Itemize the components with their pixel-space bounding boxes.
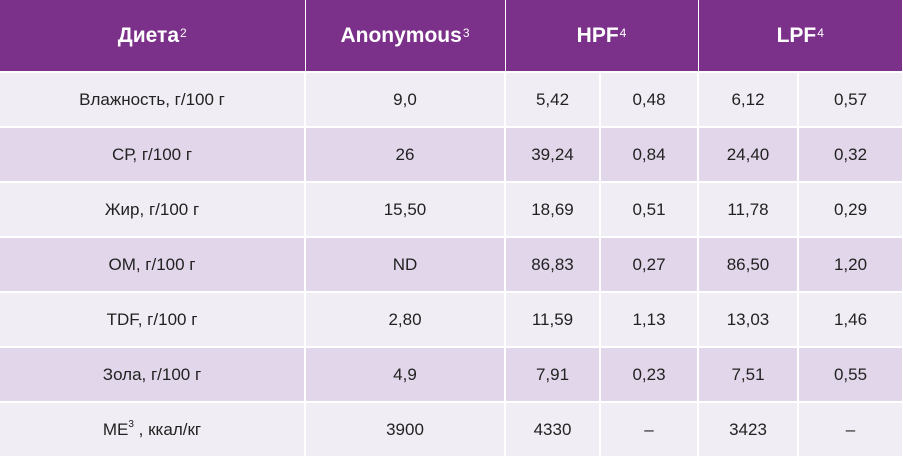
lpf-value-2: 0,29 [798, 182, 903, 238]
hpf-value: 86,83 [505, 237, 601, 293]
hpf-value: 7,91 [505, 347, 601, 403]
hpf-value: 18,69 [505, 182, 601, 238]
table-row: Зола, г/100 г 4,9 7,91 0,23 7,51 0,55 [0, 347, 903, 403]
row-label: Зола, г/100 г [0, 347, 306, 403]
lpf-value: 7,51 [698, 347, 799, 403]
table-row: ОМ, г/100 г ND 86,83 0,27 86,50 1,20 [0, 237, 903, 293]
row-label: СР, г/100 г [0, 127, 306, 183]
lpf-value: 11,78 [698, 182, 799, 238]
row-label: ME3 , ккал/кг [0, 402, 306, 458]
row-label: Влажность, г/100 г [0, 72, 306, 128]
lpf-value: 13,03 [698, 292, 799, 348]
header-anonymous: Anonymous3 [305, 0, 506, 73]
anonymous-value: 15,50 [305, 182, 506, 238]
hpf-value-2: 1,13 [600, 292, 699, 348]
lpf-value-2: 0,32 [798, 127, 903, 183]
lpf-value-2: 0,55 [798, 347, 903, 403]
hpf-value-2: 0,27 [600, 237, 699, 293]
hpf-value: 5,42 [505, 72, 601, 128]
anonymous-value: 4,9 [305, 347, 506, 403]
hpf-value-2: – [600, 402, 699, 458]
lpf-value-2: 1,20 [798, 237, 903, 293]
hpf-value-2: 0,51 [600, 182, 699, 238]
lpf-value: 24,40 [698, 127, 799, 183]
row-label: Жир, г/100 г [0, 182, 306, 238]
header-hpf: HPF4 [505, 0, 699, 73]
anonymous-value: 2,80 [305, 292, 506, 348]
header-diet: Диета2 [0, 0, 306, 73]
anonymous-value: ND [305, 237, 506, 293]
header-lpf: LPF4 [698, 0, 903, 73]
lpf-value-2: 1,46 [798, 292, 903, 348]
lpf-value: 3423 [698, 402, 799, 458]
lpf-value: 86,50 [698, 237, 799, 293]
hpf-value: 4330 [505, 402, 601, 458]
lpf-value: 6,12 [698, 72, 799, 128]
anonymous-value: 3900 [305, 402, 506, 458]
hpf-value: 11,59 [505, 292, 601, 348]
table-row: Влажность, г/100 г 9,0 5,42 0,48 6,12 0,… [0, 72, 903, 128]
row-label: ОМ, г/100 г [0, 237, 306, 293]
header-row: Диета2 Anonymous3 HPF4 LPF4 [0, 0, 903, 73]
table-row: СР, г/100 г 26 39,24 0,84 24,40 0,32 [0, 127, 903, 183]
table-row: ME3 , ккал/кг 3900 4330 – 3423 – [0, 402, 903, 458]
anonymous-value: 26 [305, 127, 506, 183]
hpf-value-2: 0,84 [600, 127, 699, 183]
row-label: TDF, г/100 г [0, 292, 306, 348]
table-row: Жир, г/100 г 15,50 18,69 0,51 11,78 0,29 [0, 182, 903, 238]
hpf-value-2: 0,48 [600, 72, 699, 128]
lpf-value-2: – [798, 402, 903, 458]
lpf-value-2: 0,57 [798, 72, 903, 128]
table-row: TDF, г/100 г 2,80 11,59 1,13 13,03 1,46 [0, 292, 903, 348]
hpf-value: 39,24 [505, 127, 601, 183]
hpf-value-2: 0,23 [600, 347, 699, 403]
anonymous-value: 9,0 [305, 72, 506, 128]
